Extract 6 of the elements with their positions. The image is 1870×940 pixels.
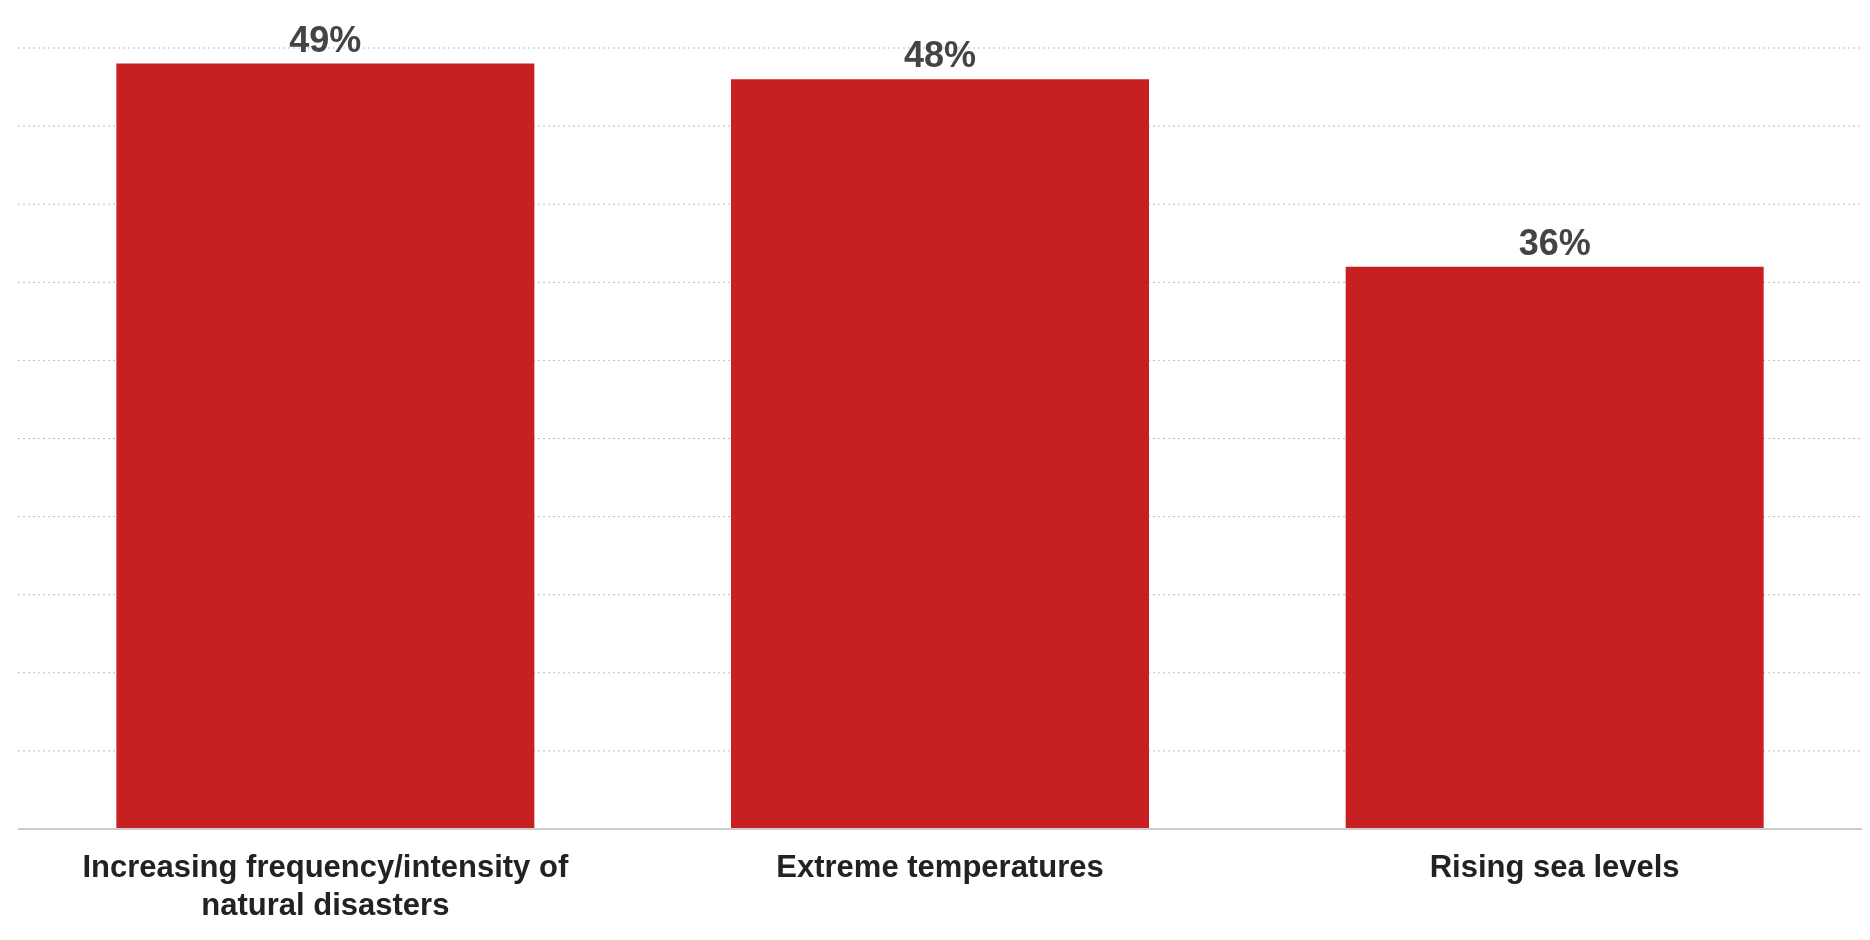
data-label: 48%: [903, 34, 977, 76]
x-tick-label: Extreme temperatures: [776, 849, 1104, 884]
x-tick-label: Increasing frequency/intensity of natural disasters: [82, 849, 569, 922]
data-label: 36%: [1518, 221, 1591, 263]
data-label: 49%: [289, 18, 362, 60]
x-tick-label: Rising sea levels: [1429, 849, 1680, 884]
